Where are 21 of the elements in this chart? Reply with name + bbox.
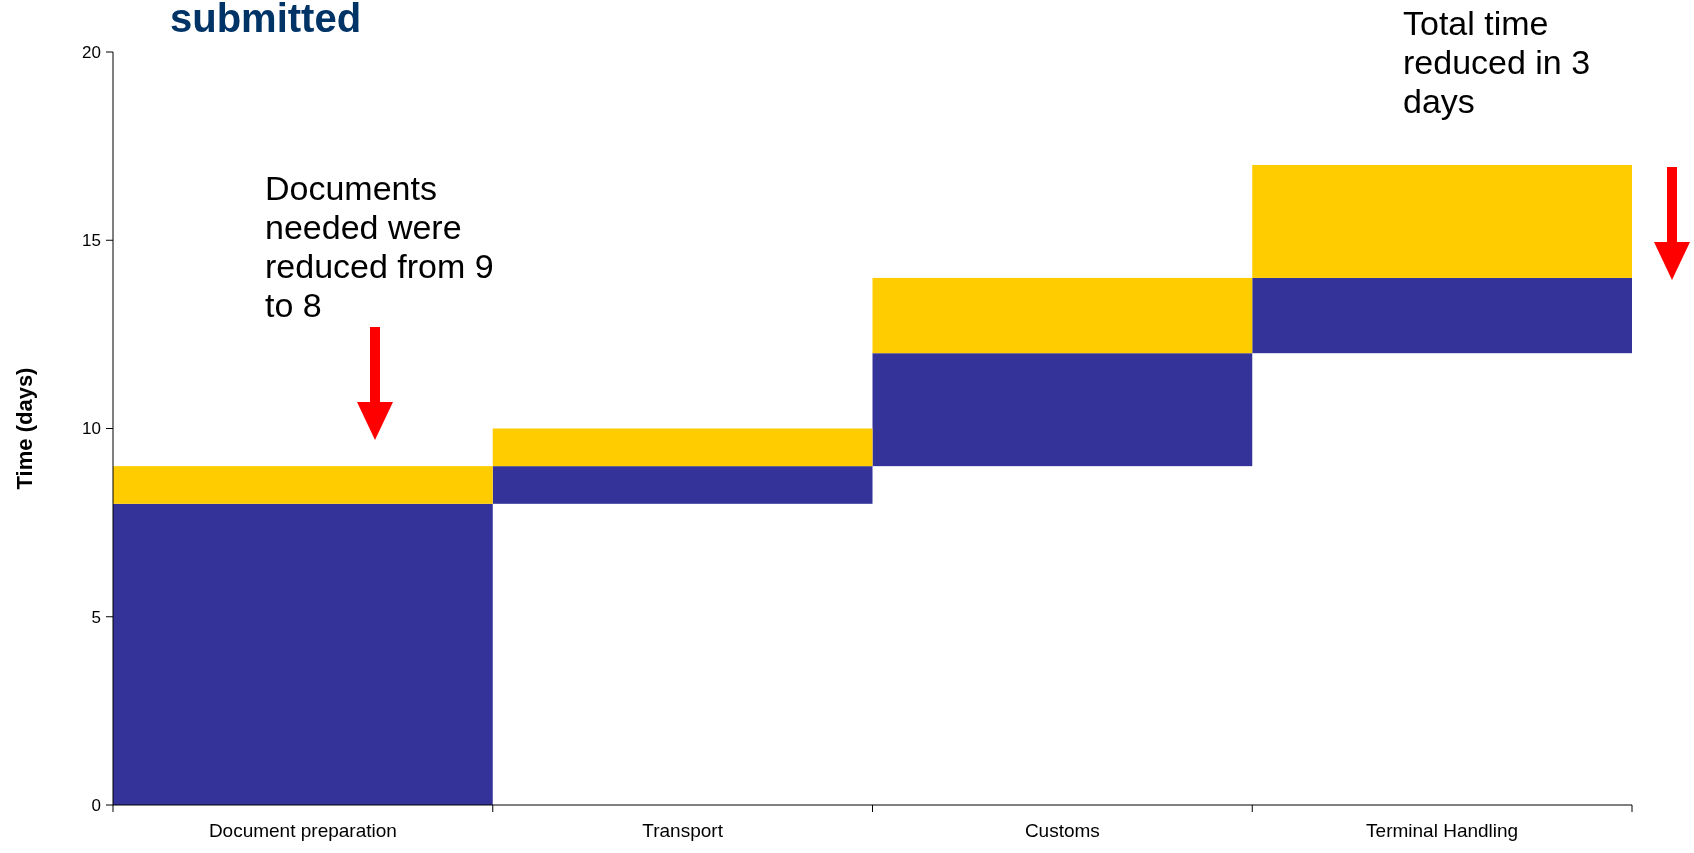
bar [113,503,493,805]
bar [872,277,1253,354]
y-tick-label: 0 [91,795,101,815]
x-tick-label: Customs [1024,820,1100,841]
bar [872,353,1253,467]
annotation: Total time reduced in 3 days [1403,4,1591,120]
bar [1252,277,1632,354]
y-tick-label: 10 [82,419,101,439]
annotation: Documents needed were reduced from 9 to 8 [265,169,494,324]
y-tick-label: 15 [82,231,101,251]
x-tick-label: Transport [642,820,724,841]
x-tick-label: Document preparation [208,820,397,841]
y-tick-label: 20 [82,42,101,62]
bar [1252,164,1632,278]
y-tick-label: 5 [91,607,101,627]
y-axis-title: Time (days) [12,367,37,490]
chart-title: submitted [170,0,362,40]
bar [492,428,873,467]
bar [113,466,493,504]
x-tick-label: Terminal Handling [1366,820,1519,841]
bar [492,466,873,504]
